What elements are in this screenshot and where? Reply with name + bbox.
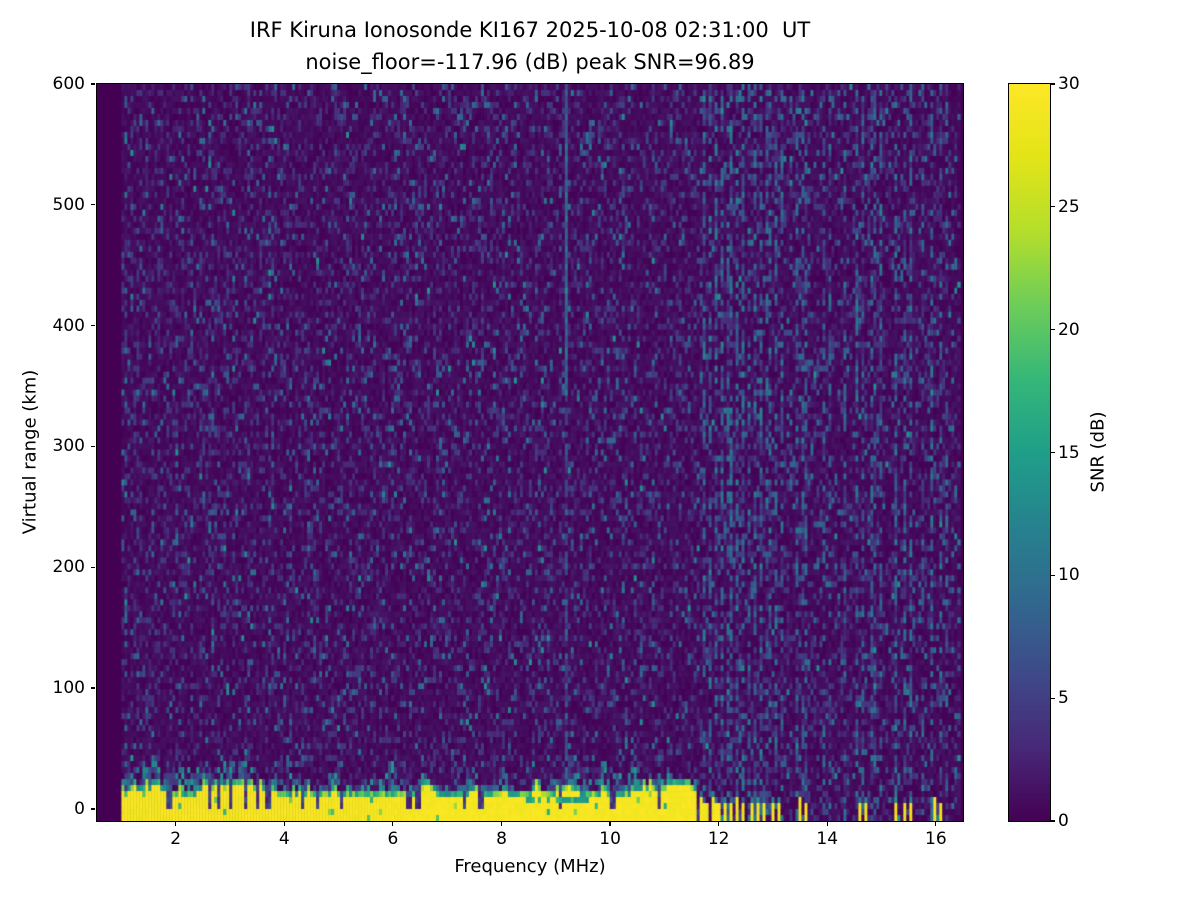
colorbar-canvas: [1009, 84, 1050, 821]
x-tick-label: 8: [496, 829, 507, 849]
colorbar-tick-label: 25: [1058, 196, 1080, 217]
x-tick-mark: [392, 822, 394, 826]
colorbar-tick-mark: [1051, 83, 1055, 85]
x-tick-label: 16: [925, 829, 947, 849]
colorbar-tick-mark: [1051, 697, 1055, 699]
x-tick-label: 12: [707, 829, 730, 849]
y-tick-mark: [91, 566, 95, 568]
x-axis-label: Frequency (MHz): [454, 856, 606, 877]
y-tick-label: 500: [52, 194, 85, 215]
y-tick-mark: [91, 325, 95, 327]
x-tick-mark: [500, 822, 503, 826]
colorbar-tick-mark: [1051, 451, 1055, 454]
chart-subtitle: noise_floor=-117.96 (dB) peak SNR=96.89: [305, 50, 755, 74]
colorbar-tick-label: 30: [1058, 74, 1080, 94]
x-tick-mark: [935, 822, 937, 826]
chart-title: IRF Kiruna Ionosonde KI167 2025-10-08 02…: [249, 18, 811, 42]
colorbar-tick-label: 0: [1058, 811, 1069, 831]
y-tick-mark: [91, 83, 95, 85]
colorbar-tick-mark: [1051, 820, 1055, 822]
y-tick-mark: [91, 445, 95, 448]
colorbar-tick-label: 20: [1058, 319, 1080, 340]
x-tick-mark: [175, 822, 177, 826]
colorbar: [1008, 83, 1051, 822]
y-tick-mark: [91, 204, 95, 206]
x-tick-mark: [283, 822, 285, 826]
y-tick-mark: [91, 808, 95, 810]
x-tick-label: 6: [387, 829, 399, 849]
plot-area: [96, 83, 964, 822]
y-tick-label: 600: [52, 74, 85, 94]
x-tick-label: 2: [170, 829, 182, 849]
y-tick-label: 200: [52, 557, 85, 578]
x-tick-mark: [609, 822, 611, 826]
y-tick-label: 300: [52, 436, 85, 457]
colorbar-tick-label: 5: [1058, 688, 1069, 709]
ionogram-canvas: [97, 84, 963, 821]
x-tick-label: 4: [278, 829, 290, 849]
colorbar-tick-label: 15: [1058, 442, 1080, 463]
x-tick-label: 10: [599, 829, 621, 849]
y-tick-label: 400: [52, 315, 85, 336]
x-tick-mark: [826, 822, 828, 826]
x-tick-mark: [718, 822, 720, 826]
colorbar-tick-mark: [1051, 574, 1055, 576]
colorbar-tick-label: 10: [1058, 565, 1080, 586]
colorbar-tick-mark: [1051, 206, 1055, 208]
y-tick-label: 0: [74, 798, 85, 819]
x-tick-label: 14: [816, 829, 839, 849]
colorbar-tick-mark: [1051, 329, 1055, 331]
y-tick-label: 100: [52, 678, 85, 699]
y-tick-mark: [91, 687, 95, 689]
